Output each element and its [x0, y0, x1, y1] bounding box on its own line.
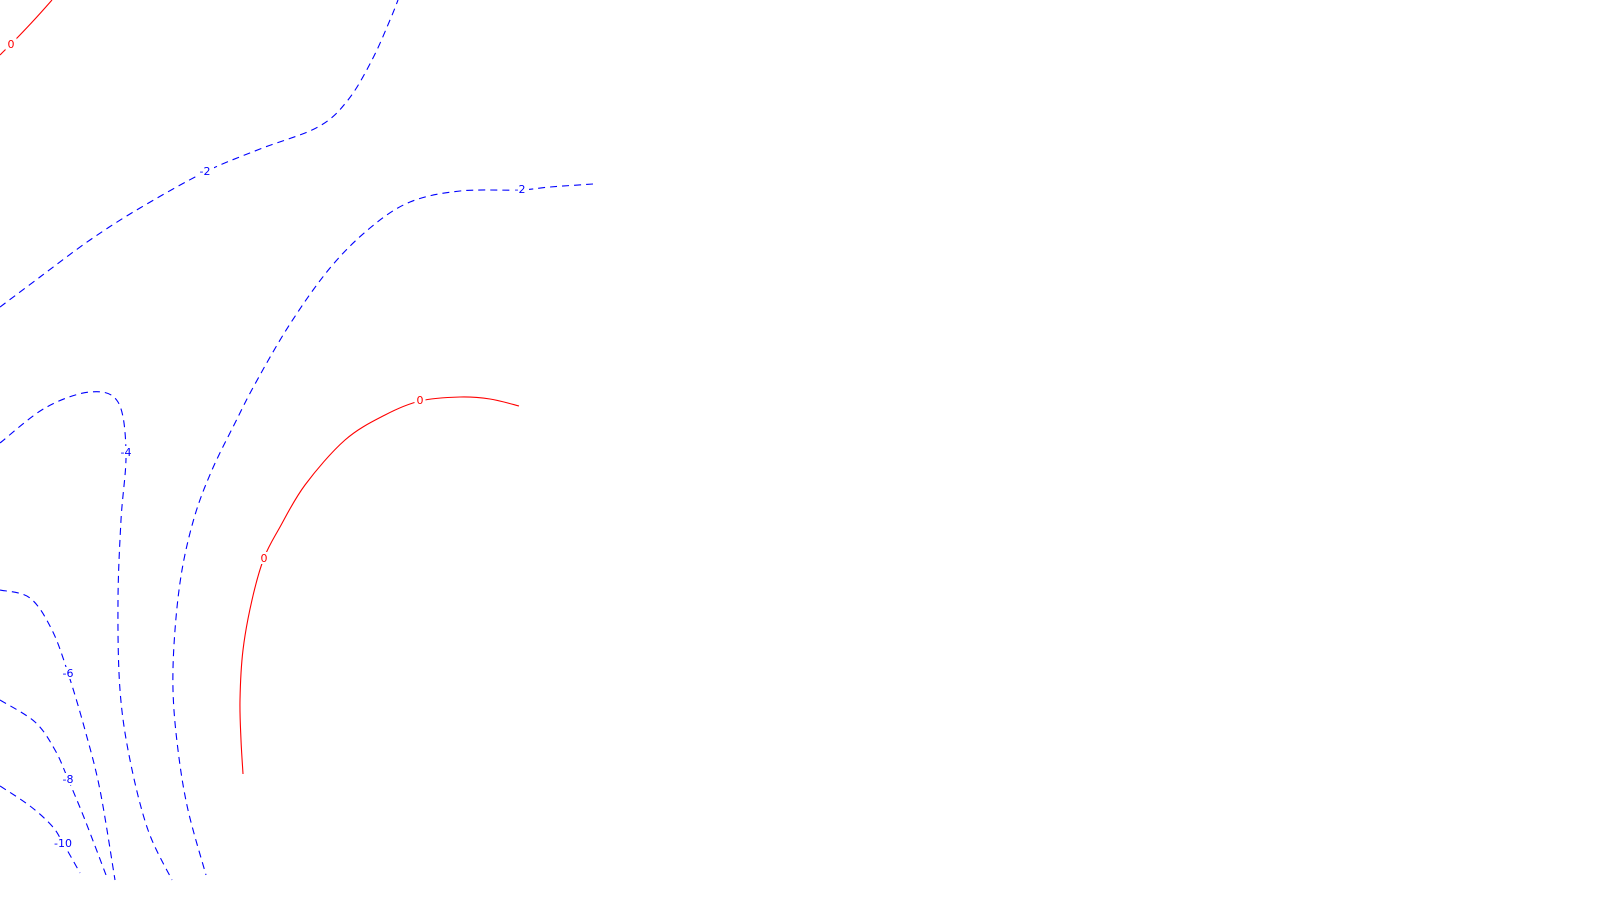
contour-lines: [0, 0, 594, 881]
contour-label-minus2-lower-0: -2: [515, 183, 526, 196]
contour-label-bg-minus8-0: [59, 773, 77, 785]
contour-line-minus6: [0, 589, 116, 881]
contour-label-minus6-0: -6: [63, 667, 74, 680]
contour-label-minus10-0: -10: [54, 837, 72, 850]
contour-labels: 0 -2 -2 -4 -6 -8 -10 0 0: [5, 38, 529, 850]
contour-label-bg-minus2-lower-0: [511, 183, 529, 195]
contour-label-minus8-0: -8: [63, 773, 74, 786]
contour-label-bg-minus10-0: [50, 837, 76, 849]
contour-label-bg-zero-arc-0: [414, 394, 426, 406]
contour-line-minus2-upper: [0, 0, 399, 308]
contour-label-zero-arc-0: 0: [417, 394, 424, 407]
contour-label-bg-minus4-0: [117, 446, 135, 458]
contour-label-minus2-upper-0: -2: [200, 165, 211, 178]
contour-line-minus10: [0, 785, 81, 874]
contour-line-minus2-lower: [172, 183, 594, 876]
contour-label-zero-arc-1: 0: [261, 552, 268, 565]
contour-line-minus8: [0, 699, 107, 876]
contour-label-bg-zero-arc-1: [258, 552, 270, 564]
contour-line-minus4: [0, 391, 173, 881]
contour-label-bg-minus6-0: [59, 667, 77, 679]
contour-label-zero-top-left-0: 0: [8, 38, 15, 51]
contour-line-zero-arc: [239, 396, 520, 775]
contour-label-bg-minus2-upper-0: [196, 165, 214, 177]
contour-label-minus4-0: -4: [121, 446, 132, 459]
contour-label-bg-zero-top-left-0: [5, 38, 17, 50]
